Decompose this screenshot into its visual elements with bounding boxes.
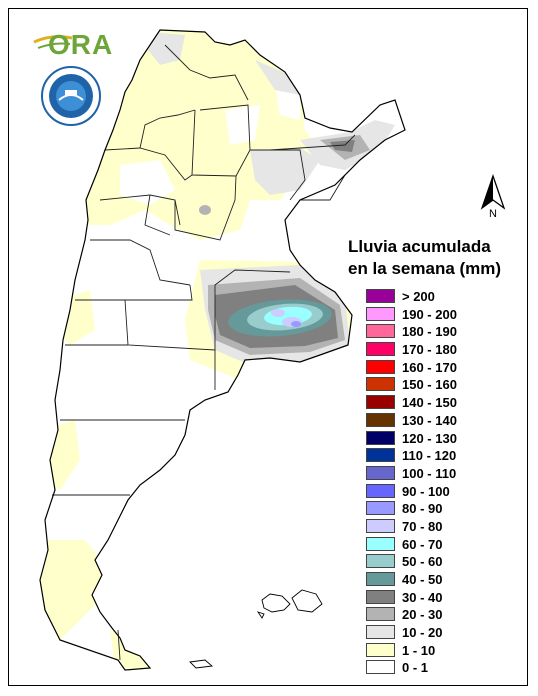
legend-item: 160 - 170: [366, 359, 516, 377]
legend-title-line2: en la semana (mm): [348, 259, 502, 278]
map-frame: [8, 8, 528, 686]
isla-de-los-estados: [189, 659, 214, 669]
legend-swatch: [366, 589, 395, 604]
legend-label: 20 - 30: [402, 607, 443, 623]
rain-area-0-1: [120, 160, 175, 205]
legend-label: 30 - 40: [402, 589, 443, 605]
legend-item: 150 - 160: [366, 376, 516, 394]
legend-swatch: [366, 660, 395, 675]
legend-title: Lluvia acumulada en la semana (mm): [348, 236, 528, 280]
legend-label: 40 - 50: [402, 572, 443, 587]
legend-swatch: [366, 324, 395, 339]
legend-item: 180 - 190: [366, 323, 516, 341]
legend-swatch: [366, 572, 395, 586]
legend-swatch: [366, 430, 395, 445]
legend-item: 130 - 140: [366, 412, 516, 430]
legend-swatch: [366, 642, 395, 657]
legend: > 200 190 - 200 180 - 190 170 - 180 160 - 17…: [366, 288, 516, 677]
legend-label: > 200: [402, 289, 435, 304]
legend-label: 100 - 110: [402, 465, 457, 481]
rain-area-10-20: [148, 32, 185, 65]
rain-area-30-40: [330, 140, 355, 152]
legend-item: 190 - 200: [366, 306, 516, 324]
legend-item: 70 - 80: [366, 518, 516, 536]
legend-label: 90 - 100: [402, 483, 450, 499]
legend-item: 120 - 130: [366, 430, 516, 448]
legend-item: 60 - 70: [366, 536, 516, 554]
legend-swatch: [366, 395, 395, 410]
legend-swatch: [366, 518, 395, 533]
legend-label: 160 - 170: [402, 359, 457, 375]
rain-area-0-1: [225, 105, 260, 145]
legend-swatch: [366, 359, 395, 374]
legend-label: 1 - 10: [402, 642, 436, 658]
north-arrow-icon: N: [480, 174, 506, 218]
legend-item: 10 - 20: [366, 624, 516, 642]
legend-label: 80 - 90: [402, 501, 443, 517]
legend-label: 50 - 60: [402, 554, 443, 570]
ora-logo-text: ORA: [48, 29, 114, 60]
legend-label: 190 - 200: [402, 306, 457, 322]
legend-swatch: [366, 289, 395, 303]
legend-label: 10 - 20: [402, 625, 443, 641]
legend-item: 80 - 90: [366, 500, 516, 518]
legend-item: 0 - 1: [366, 659, 516, 677]
rain-area-70-80: [271, 309, 285, 317]
malvinas-islands: [256, 589, 323, 619]
legend-swatch: [366, 607, 395, 622]
legend-swatch: [366, 412, 395, 427]
legend-swatch: [366, 306, 395, 321]
legend-label: 70 - 80: [402, 518, 443, 534]
legend-label: 110 - 120: [402, 448, 457, 464]
rain-area-10-20: [255, 60, 300, 95]
legend-label: 120 - 130: [402, 430, 457, 446]
legend-label: 150 - 160: [402, 377, 457, 393]
legend-swatch: [366, 342, 395, 357]
legend-item: 170 - 180: [366, 341, 516, 359]
rain-area-1-10: [40, 540, 110, 640]
north-arrow-label: N: [489, 208, 497, 218]
rain-area-80-90: [291, 321, 301, 327]
legend-item: 90 - 100: [366, 483, 516, 501]
legend-label: 180 - 190: [402, 324, 457, 340]
legend-label: 60 - 70: [402, 536, 443, 552]
smn-seal-icon: [41, 66, 101, 126]
legend-label: 0 - 1: [402, 660, 429, 676]
legend-swatch: [366, 483, 395, 498]
legend-title-line1: Lluvia acumulada: [348, 237, 491, 256]
legend-swatch: [366, 377, 395, 392]
legend-label: 140 - 150: [402, 395, 457, 411]
legend-swatch: [366, 625, 395, 640]
legend-item: 50 - 60: [366, 553, 516, 571]
legend-item: 100 - 110: [366, 465, 516, 483]
legend-swatch: [366, 536, 395, 551]
rain-area-1-10: [110, 630, 150, 670]
legend-swatch: [366, 554, 395, 569]
legend-item: 1 - 10: [366, 642, 516, 660]
legend-label: 170 - 180: [402, 342, 457, 358]
legend-item: > 200: [366, 288, 516, 306]
rain-area-20-30: [199, 205, 211, 215]
legend-item: 110 - 120: [366, 447, 516, 465]
legend-swatch: [366, 465, 395, 480]
ora-logo: [33, 35, 73, 49]
legend-label: 130 - 140: [402, 412, 457, 428]
legend-item: 140 - 150: [366, 394, 516, 412]
legend-swatch: [366, 448, 395, 463]
legend-item: 40 - 50: [366, 571, 516, 589]
legend-item: 20 - 30: [366, 606, 516, 624]
province-borders: [52, 44, 356, 661]
legend-item: 30 - 40: [366, 589, 516, 607]
legend-swatch: [366, 501, 395, 516]
